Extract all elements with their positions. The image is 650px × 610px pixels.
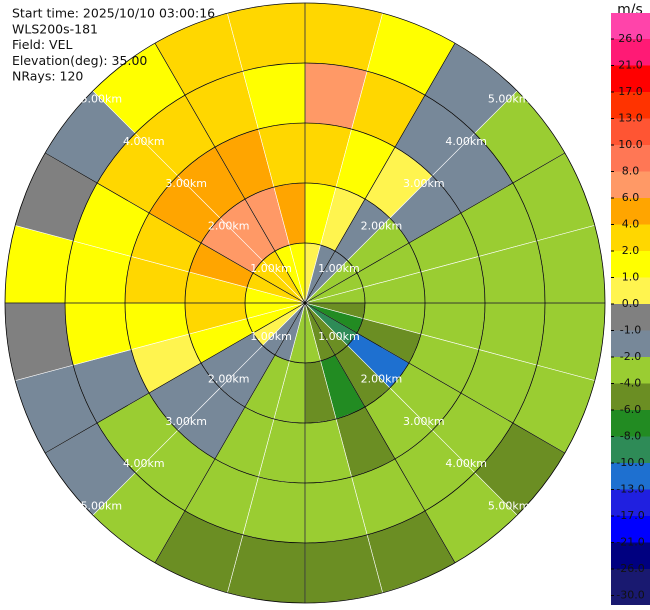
range-label: 5.00km (81, 92, 123, 105)
colorbar-label: -2.0 (620, 350, 641, 363)
colorbar-band (611, 304, 650, 331)
range-label: 3.00km (165, 415, 207, 428)
spoke (154, 302, 306, 563)
range-label: 3.00km (165, 177, 207, 190)
range-label: 1.00km (250, 330, 292, 343)
colorbar-label: -4.0 (620, 377, 641, 390)
colorbar-label: -6.0 (620, 403, 641, 416)
colorbar-band (611, 145, 650, 172)
colorbar-band (611, 198, 650, 225)
colorbar-label: 13.0 (618, 112, 643, 125)
colorbar-band (611, 65, 650, 92)
colorbar-band (611, 383, 650, 410)
colorbar-label: -30.0 (616, 589, 644, 602)
range-ring (64, 62, 546, 544)
range-label: 4.00km (123, 135, 165, 148)
range-label: 2.00km (208, 220, 250, 233)
spoke (304, 43, 456, 304)
colorbar-band (611, 463, 650, 490)
range-label: 5.00km (488, 500, 530, 513)
colorbar-band (611, 542, 650, 569)
info-text: Start time: 2025/10/10 03:00:16 (12, 6, 215, 21)
range-label: 3.00km (403, 177, 445, 190)
colorbar-label: 21.0 (618, 59, 643, 72)
range-ring (124, 122, 486, 484)
colorbar-band (611, 39, 650, 66)
colorbar-label: -1.0 (620, 324, 641, 337)
range-label: 5.00km (81, 500, 123, 513)
colorbar-label: -13.0 (616, 483, 644, 496)
colorbar-band (611, 13, 650, 39)
colorbar-band (611, 410, 650, 437)
colorbar-label: -17.0 (616, 509, 644, 522)
colorbar-band (611, 92, 650, 119)
colorbar-label: 6.0 (622, 191, 640, 204)
colorbar-band (611, 436, 650, 463)
colorbar-band (611, 330, 650, 357)
colorbar-label: 4.0 (622, 218, 640, 231)
range-label: 2.00km (208, 372, 250, 385)
colorbar-band (611, 516, 650, 543)
range-label: 2.00km (361, 372, 403, 385)
colorbar-label: 2.0 (622, 244, 640, 257)
spoke (304, 302, 565, 454)
colorbar-label: 1.0 (622, 271, 640, 284)
colorbar-band (611, 277, 650, 304)
colorbar-band (611, 251, 650, 278)
colorbar-band (611, 224, 650, 251)
colorbar-band (611, 569, 650, 605)
range-label: 4.00km (445, 457, 487, 470)
spoke (45, 152, 306, 304)
range-label: 4.00km (445, 135, 487, 148)
info-text: WLS200s-181 (12, 21, 98, 36)
range-label: 1.00km (318, 262, 360, 275)
spoke (45, 302, 306, 454)
spoke (154, 43, 306, 304)
range-label: 5.00km (488, 92, 530, 105)
spoke (304, 152, 565, 304)
colorbar-band (611, 489, 650, 516)
range-label: 1.00km (250, 262, 292, 275)
spoke (304, 302, 456, 563)
colorbar-label: -8.0 (620, 430, 641, 443)
colorbar-label: -26.0 (616, 562, 644, 575)
range-label: 2.00km (361, 220, 403, 233)
colorbar-label: -21.0 (616, 536, 644, 549)
colorbar-band (611, 357, 650, 384)
info-text: Elevation(deg): 35.00 (12, 53, 147, 68)
colorbar-label: -10.0 (616, 456, 644, 469)
range-label: 1.00km (318, 330, 360, 343)
colorbar-label: 10.0 (618, 138, 643, 151)
colorbar-label: 17.0 (618, 85, 643, 98)
info-text: Field: VEL (12, 37, 72, 52)
range-label: 3.00km (403, 415, 445, 428)
range-ring (4, 2, 606, 604)
colorbar-band (611, 118, 650, 145)
colorbar-label: 8.0 (622, 165, 640, 178)
range-label: 4.00km (123, 457, 165, 470)
range-ring (244, 242, 366, 364)
info-text: NRays: 120 (12, 69, 83, 84)
colorbar-label: 0.0 (622, 297, 640, 310)
colorbar-band (611, 171, 650, 198)
colorbar-label: 26.0 (618, 32, 643, 45)
range-ring (184, 182, 426, 424)
